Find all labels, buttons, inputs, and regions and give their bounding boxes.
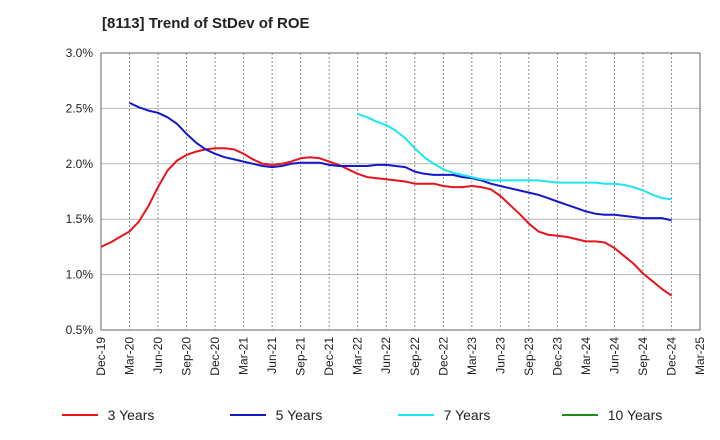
axes: 0.5% 1.0% 1.5% 2.0% 2.5% 3.0% Dec-19 Mar-20 Jun-… <box>66 46 707 376</box>
legend-label: 7 Years <box>443 407 491 423</box>
y-tick-label: 1.5% <box>66 212 94 226</box>
series-line-5-years <box>129 101 672 222</box>
y-tick-label: 1.0% <box>66 268 94 282</box>
x-tick-label: Mar-20 <box>123 337 137 375</box>
x-tick-label: Sep-23 <box>522 337 536 376</box>
x-tick-label: Jun-23 <box>493 337 507 374</box>
y-tick-label: 3.0% <box>66 46 94 60</box>
x-tick-label: Sep-20 <box>180 337 194 376</box>
legend-label: 3 Years <box>107 407 155 423</box>
legend-swatch <box>61 414 98 416</box>
series-line-3-years <box>100 147 673 297</box>
x-tick-label: Sep-22 <box>408 337 422 376</box>
chart-title: [8113] Trend of StDev of ROE <box>102 15 310 32</box>
grid <box>100 52 701 331</box>
x-tick-label: Sep-24 <box>636 337 650 376</box>
x-tick-label: Dec-20 <box>208 337 222 376</box>
series-line-7-years <box>357 112 672 201</box>
x-tick-label: Jun-20 <box>151 337 165 374</box>
y-tick-label: 2.5% <box>66 101 94 115</box>
x-tick-label: Sep-21 <box>294 337 308 376</box>
legend-swatch <box>561 414 598 416</box>
x-tick-label: Dec-23 <box>550 337 564 376</box>
legend-item: 10 Years <box>528 404 696 426</box>
x-tick-label: Jun-24 <box>607 337 621 374</box>
legend-label: 10 Years <box>607 407 663 423</box>
legend-label: 5 Years <box>275 407 323 423</box>
x-tick-label: Dec-19 <box>94 337 108 376</box>
legend-item: 3 Years <box>24 404 192 426</box>
plot-frame <box>100 52 701 331</box>
x-tick-label: Mar-23 <box>465 337 479 375</box>
legend-item: 7 Years <box>360 404 528 426</box>
x-tick-label: Dec-24 <box>664 337 678 376</box>
legend-item: 5 Years <box>192 404 360 426</box>
legend: 3 Years 5 Years 7 Years 10 Years <box>0 404 720 426</box>
x-tick-label: Mar-22 <box>351 337 365 375</box>
x-tick-label: Jun-22 <box>379 337 393 374</box>
x-tick-label: Dec-22 <box>436 337 450 376</box>
x-tick-label: Dec-21 <box>322 337 336 376</box>
x-tick-label: Mar-24 <box>579 337 593 375</box>
series-lines <box>100 101 673 297</box>
line-chart: 0.5% 1.0% 1.5% 2.0% 2.5% 3.0% Dec-19 Mar-20 Jun-… <box>66 46 707 376</box>
x-tick-label: Jun-21 <box>265 337 279 374</box>
x-tick-label: Mar-25 <box>693 337 707 375</box>
legend-swatch <box>229 414 266 416</box>
legend-swatch <box>397 414 434 416</box>
y-tick-label: 0.5% <box>66 323 94 337</box>
y-tick-label: 2.0% <box>66 157 94 171</box>
x-tick-label: Mar-21 <box>237 337 251 375</box>
